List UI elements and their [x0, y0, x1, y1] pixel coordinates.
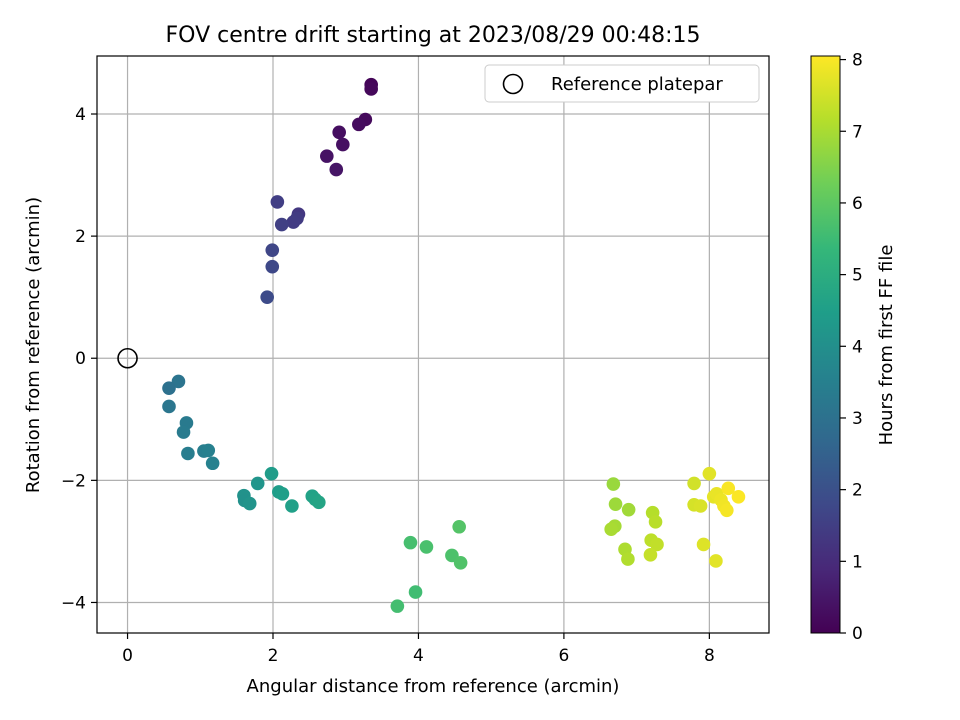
y-tick-label: 2	[75, 227, 86, 247]
colorbar-tick-label: 5	[852, 266, 863, 286]
data-point	[403, 535, 418, 550]
reference-marker-layer	[117, 347, 138, 369]
data-point	[181, 446, 195, 461]
data-point	[648, 515, 663, 529]
data-point	[721, 481, 736, 496]
data-point	[650, 537, 664, 552]
data-point	[352, 117, 366, 132]
data-point	[176, 425, 191, 439]
data-point	[250, 476, 265, 491]
data-point	[201, 443, 216, 458]
data-point	[264, 466, 279, 481]
data-point	[643, 548, 658, 562]
data-point	[702, 466, 717, 481]
colorbar-gradient	[810, 55, 841, 634]
data-point	[720, 503, 734, 518]
data-point	[286, 215, 301, 229]
data-point	[265, 243, 280, 257]
colorbar-tick-label: 0	[852, 624, 863, 644]
y-axis-ticks: −4 −2 0 2 4	[61, 105, 97, 613]
colorbar-tick-label: 1	[852, 552, 863, 572]
x-tick-label: 0	[122, 646, 133, 666]
colorbar-tick-label: 8	[852, 51, 863, 71]
data-point	[693, 499, 708, 513]
x-axis-ticks: 0 2 4 6 8	[122, 633, 715, 666]
chart-title: FOV centre drift starting at 2023/08/29 …	[166, 23, 701, 48]
data-point	[270, 195, 285, 209]
colorbar: 0 1 2 3 4 5 6 7 8 Hours from first FF file	[810, 51, 897, 644]
colorbar-tick-label: 2	[852, 481, 863, 501]
reference-platepar-marker	[117, 347, 138, 369]
grid-lines	[97, 56, 769, 633]
plot-frame	[96, 55, 770, 634]
data-point	[364, 82, 378, 96]
data-point	[312, 495, 326, 510]
data-point	[687, 476, 701, 491]
data-point	[604, 522, 618, 537]
data-point	[260, 290, 274, 304]
data-point	[452, 519, 466, 534]
data-point	[408, 585, 423, 599]
data-point	[390, 599, 405, 613]
legend-box	[484, 64, 760, 103]
legend: Reference platepar	[484, 64, 760, 103]
data-point	[285, 499, 299, 513]
data-point	[419, 540, 434, 554]
data-point	[709, 554, 723, 568]
data-point	[242, 496, 257, 511]
data-point	[205, 456, 220, 471]
y-tick-label: −4	[61, 593, 86, 613]
colorbar-tick-label: 3	[852, 409, 863, 429]
data-point	[265, 259, 280, 274]
colorbar-label: Hours from first FF file	[876, 245, 897, 446]
data-point	[171, 374, 186, 389]
data-point	[320, 149, 334, 163]
data-point	[621, 552, 635, 566]
x-tick-label: 2	[268, 646, 279, 666]
y-tick-label: 0	[75, 349, 86, 369]
data-point	[275, 486, 290, 501]
y-tick-label: 4	[75, 105, 86, 125]
data-point	[731, 490, 746, 504]
x-tick-label: 4	[413, 646, 424, 666]
colorbar-tick-label: 4	[852, 337, 863, 357]
data-point	[274, 217, 289, 232]
data-point	[696, 537, 711, 552]
data-points	[162, 77, 746, 613]
x-tick-label: 6	[558, 646, 569, 666]
colorbar-tick-label: 6	[852, 194, 863, 214]
x-tick-label: 8	[704, 646, 715, 666]
data-point	[606, 477, 621, 491]
y-axis-label: Rotation from reference (arcmin)	[23, 197, 44, 493]
data-point	[332, 125, 346, 140]
y-tick-label: −2	[61, 471, 86, 491]
data-point	[453, 555, 468, 570]
data-point	[608, 497, 623, 511]
colorbar-ticks: 0 1 2 3 4 5 6 7 8	[840, 51, 863, 644]
data-point	[621, 502, 636, 517]
x-axis-label: Angular distance from reference (arcmin)	[247, 676, 620, 697]
data-point	[162, 381, 176, 395]
data-point	[162, 399, 176, 414]
legend-reference-label: Reference platepar	[551, 74, 723, 95]
data-point	[336, 137, 350, 152]
data-point	[329, 162, 344, 177]
colorbar-tick-label: 7	[852, 122, 863, 142]
legend-reference-marker	[502, 73, 524, 95]
